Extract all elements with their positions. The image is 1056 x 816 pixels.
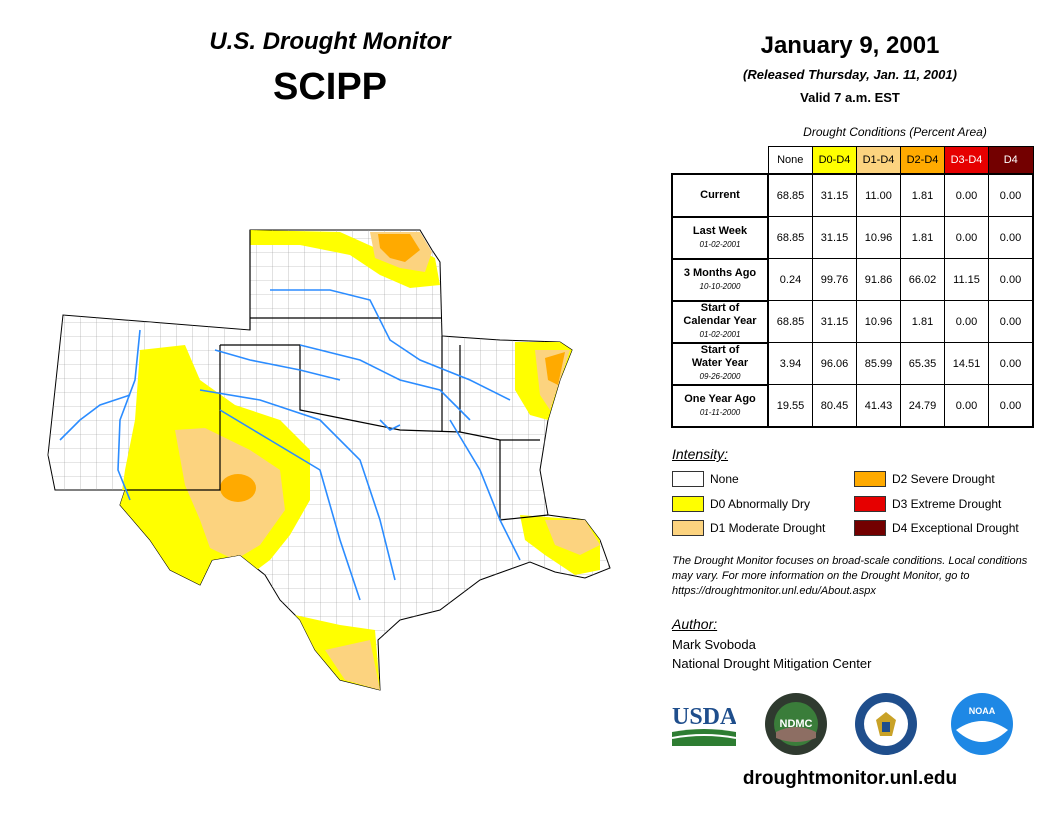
svg-text:USDA: USDA (672, 704, 736, 730)
row-label: Start of Water Year 09-26-2000 (671, 341, 769, 386)
ndmc-logo: NDMC (765, 693, 827, 755)
legend-swatch (854, 471, 886, 487)
legend-label: D2 Severe Drought (892, 472, 995, 486)
website-url[interactable]: droughtmonitor.unl.edu (742, 768, 958, 789)
row-label: Start of Calendar Year 01-02-2001 (671, 299, 769, 344)
table-cell: 19.55 (767, 384, 813, 428)
legend-swatch (672, 496, 704, 512)
d2-areas (220, 234, 565, 502)
table-cell: 66.02 (900, 258, 945, 301)
legend-label: D4 Exceptional Drought (892, 521, 1019, 535)
table-cell: 0.00 (988, 300, 1034, 343)
legend-item: D0 Abnormally Dry (672, 495, 810, 513)
table-row: 3 Months Ago 10-10-2000 0.24 99.76 91.86 66.0… (671, 257, 1034, 302)
rivers (59, 289, 521, 601)
valid-time: Valid 7 a.m. EST (800, 90, 900, 105)
table-cell: 65.35 (900, 342, 945, 385)
table-cell: 31.15 (812, 173, 857, 217)
map-title: U.S. Drought Monitor (209, 28, 451, 55)
table-cell: 3.94 (767, 342, 813, 385)
table-cell: 0.00 (988, 258, 1034, 301)
table-cell: 11.15 (944, 258, 989, 301)
legend-item: D1 Moderate Drought (672, 519, 825, 537)
table-row: One Year Ago 01-11-2000 19.55 80.45 41.43 24.… (671, 383, 1034, 428)
table-cell: 96.06 (812, 342, 857, 385)
legend-swatch (854, 520, 886, 536)
table-cell: 10.96 (856, 300, 901, 343)
legend-swatch (854, 496, 886, 512)
table-row: Current 68.85 31.15 11.00 1.81 0.00 0.00 (671, 173, 1034, 218)
table-cell: 0.00 (988, 216, 1034, 259)
table-cell: 0.24 (767, 258, 813, 301)
drought-map (47, 229, 611, 691)
table-cell: 85.99 (856, 342, 901, 385)
table-cell: 31.15 (812, 216, 857, 259)
table-cell: 31.15 (812, 300, 857, 343)
column-header: D1-D4 (856, 146, 901, 175)
author-organization: National Drought Mitigation Center (672, 656, 872, 671)
author-heading: Author: (672, 616, 718, 632)
table-cell: 41.43 (856, 384, 901, 428)
table-cell: 99.76 (812, 258, 857, 301)
legend-swatch (672, 520, 704, 536)
table-cell: 1.81 (900, 300, 945, 343)
usda-logo: USDA (672, 704, 736, 746)
svg-text:NOAA: NOAA (969, 706, 996, 716)
map-date: January 9, 2001 (760, 32, 940, 59)
table-cell: 68.85 (767, 300, 813, 343)
noaa-logo: NOAA (951, 693, 1013, 755)
legend-label: D1 Moderate Drought (710, 521, 826, 535)
column-header: None (767, 146, 813, 175)
table-cell: 68.85 (767, 216, 813, 259)
table-cell: 0.00 (988, 384, 1034, 428)
row-label: Current (671, 173, 769, 218)
table-row: Start of Water Year 09-26-2000 3.94 96.06 85.… (671, 341, 1034, 386)
legend-swatch (672, 471, 704, 487)
table-cell: 24.79 (900, 384, 945, 428)
legend-label: None (710, 472, 739, 486)
table-cell: 80.45 (812, 384, 857, 428)
table-cell: 11.00 (856, 173, 901, 217)
column-header: D0-D4 (812, 146, 857, 175)
release-date: (Released Thursday, Jan. 11, 2001) (743, 67, 957, 82)
legend-label: D0 Abnormally Dry (710, 497, 811, 511)
table-cell: 10.96 (856, 216, 901, 259)
table-cell: 14.51 (944, 342, 989, 385)
table-cell: 0.00 (944, 300, 989, 343)
table-cell: 0.00 (988, 342, 1034, 385)
table-cell: 68.85 (767, 173, 813, 217)
legend-title: Intensity: (672, 446, 729, 462)
table-row: Last Week 01-02-2001 68.85 31.15 10.96 1.81 0.… (671, 215, 1034, 260)
table-cell: 0.00 (988, 173, 1034, 217)
commerce-seal-logo (855, 693, 917, 755)
row-label: One Year Ago 01-11-2000 (671, 383, 769, 428)
row-label: 3 Months Ago 10-10-2000 (671, 257, 769, 302)
conditions-title: Drought Conditions (Percent Area) (803, 125, 987, 139)
column-header: D2-D4 (900, 146, 945, 175)
table-cell: 1.81 (900, 216, 945, 259)
row-label: Last Week 01-02-2001 (671, 215, 769, 260)
table-header-row: None D0-D4 D1-D4 D2-D4 D3-D4 D4 (672, 146, 1034, 175)
legend-item: D4 Exceptional Drought (854, 519, 1019, 537)
table-cell: 0.00 (944, 216, 989, 259)
author-name: Mark Svoboda (672, 637, 756, 652)
disclaimer-note: The Drought Monitor focuses on broad-sca… (672, 555, 1028, 597)
svg-text:NDMC: NDMC (780, 718, 813, 730)
table-cell: 1.81 (900, 173, 945, 217)
drought-conditions-table: None D0-D4 D1-D4 D2-D4 D3-D4 D4 Current 6… (671, 146, 1034, 428)
map-region-title: SCIPP (272, 66, 388, 108)
legend-item: D2 Severe Drought (854, 470, 995, 488)
column-header: D3-D4 (944, 146, 989, 175)
table-cell: 0.00 (944, 173, 989, 217)
legend-label: D3 Extreme Drought (892, 497, 1002, 511)
table-cell: 0.00 (944, 384, 989, 428)
legend-item: None (672, 470, 739, 488)
legend-item: D3 Extreme Drought (854, 495, 1001, 513)
column-header: D4 (988, 146, 1034, 175)
table-cell: 91.86 (856, 258, 901, 301)
table-row: Start of Calendar Year 01-02-2001 68.85 31.1… (671, 299, 1034, 344)
